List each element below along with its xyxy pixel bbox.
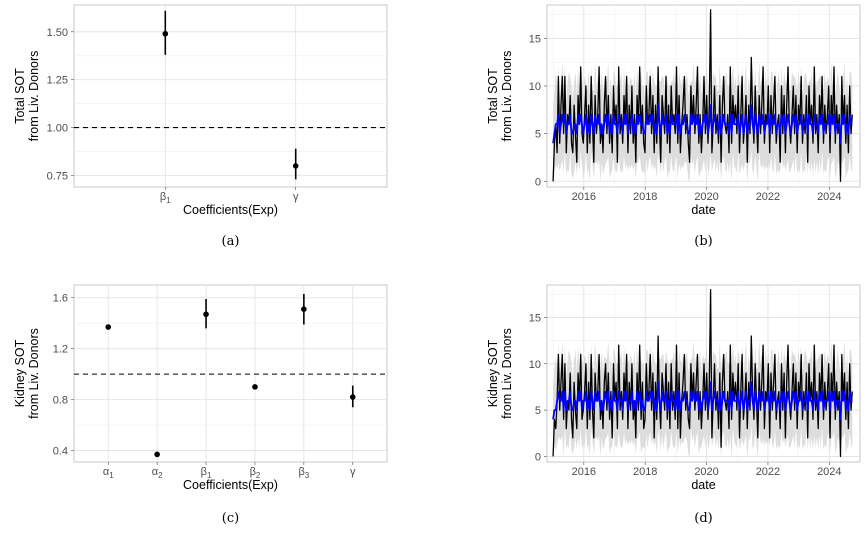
x-tick-label: γ bbox=[350, 466, 356, 478]
x-tick-label-subscript: 2 bbox=[158, 471, 163, 480]
point-estimate bbox=[162, 30, 169, 37]
y-tick-label: 15 bbox=[529, 312, 541, 324]
plot-panel bbox=[73, 4, 388, 188]
y-axis-title-line: Total SOT bbox=[486, 68, 500, 124]
panel-caption: (a) bbox=[222, 234, 240, 249]
y-tick-label: 10 bbox=[529, 81, 541, 93]
x-tick-label-base: β bbox=[250, 466, 256, 478]
x-tick-label: 2016 bbox=[572, 191, 596, 203]
x-tick-label-base: β bbox=[298, 466, 304, 478]
coefficient-chart-c: Coefficients(Exp) Kidney SOTfrom Liv. Don… bbox=[13, 284, 388, 526]
coefficient-chart-a: Coefficients(Exp) Total SOTfrom Liv. Dono… bbox=[13, 4, 388, 249]
x-tick-label-base: β bbox=[160, 191, 166, 203]
x-tick-label: 2024 bbox=[817, 466, 841, 478]
x-tick-label: β2 bbox=[250, 466, 261, 480]
panel-caption: (d) bbox=[694, 511, 712, 526]
x-tick-label: 2022 bbox=[756, 466, 780, 478]
x-tick-label: α2 bbox=[152, 466, 163, 480]
x-tick-label-base: γ bbox=[293, 191, 299, 203]
y-tick-label: 1.00 bbox=[47, 123, 68, 135]
point-estimate bbox=[292, 163, 299, 169]
x-tick-label: 2020 bbox=[694, 191, 718, 203]
y-tick-label: 0 bbox=[535, 451, 541, 463]
y-axis-title: Kidney SOTfrom Liv. Donors bbox=[486, 328, 514, 419]
x-tick-label: β1 bbox=[160, 191, 171, 205]
point-estimate bbox=[301, 306, 307, 312]
x-tick-label-base: α bbox=[103, 466, 110, 478]
fitted-series-line bbox=[552, 104, 853, 145]
x-axis-title: date bbox=[691, 478, 715, 492]
x-tick-label: 2020 bbox=[694, 466, 718, 478]
x-tick-label-base: γ bbox=[350, 466, 356, 478]
x-tick-label: 2018 bbox=[633, 191, 657, 203]
y-axis-title-line: Total SOT bbox=[13, 68, 27, 124]
y-axis-title-line: from Liv. Donors bbox=[500, 328, 514, 419]
timeseries-chart-d: date Kidney SOTfrom Liv. Donors (d) 0 5 10 15 2… bbox=[486, 284, 861, 526]
y-tick-label: 0 bbox=[535, 176, 541, 188]
x-tick-label-base: α bbox=[152, 466, 159, 478]
x-tick-label: β1 bbox=[201, 466, 212, 480]
y-axis-title-line: from Liv. Donors bbox=[500, 51, 514, 142]
x-tick-label: γ bbox=[293, 191, 299, 203]
y-tick-label: 1.25 bbox=[47, 75, 68, 87]
x-tick-label-subscript: 1 bbox=[166, 196, 171, 205]
y-tick-label: 0.75 bbox=[47, 171, 68, 183]
fitted-series-line bbox=[552, 381, 853, 421]
x-axis-title: Coefficients(Exp) bbox=[183, 478, 278, 492]
x-tick-label: 2022 bbox=[756, 191, 780, 203]
panel-caption: (c) bbox=[222, 511, 239, 526]
point-estimate bbox=[252, 384, 258, 390]
timeseries-chart-b: date Total SOTfrom Liv. Donors (b) 0 5 10 15 20… bbox=[486, 4, 861, 249]
y-tick-label: 5 bbox=[535, 129, 541, 141]
point-estimate bbox=[105, 324, 112, 330]
x-tick-label-subscript: 2 bbox=[256, 471, 261, 480]
x-tick-label: 2016 bbox=[572, 466, 596, 478]
y-tick-label: 5 bbox=[535, 405, 541, 417]
x-tick-label-base: β bbox=[201, 466, 207, 478]
y-tick-label: 10 bbox=[529, 359, 541, 371]
point-estimate bbox=[203, 311, 209, 318]
y-tick-label: 15 bbox=[529, 33, 541, 45]
plot-panel bbox=[73, 284, 388, 463]
x-tick-label: 2024 bbox=[817, 191, 841, 203]
panel-caption: (b) bbox=[694, 234, 712, 249]
y-tick-label: 1.6 bbox=[53, 293, 68, 305]
x-axis-title: date bbox=[691, 203, 715, 217]
x-tick-label-subscript: 1 bbox=[109, 471, 114, 480]
y-tick-label: 0.4 bbox=[53, 446, 68, 458]
y-axis-title: Total SOTfrom Liv. Donors bbox=[13, 51, 41, 142]
point-estimate bbox=[349, 394, 356, 400]
y-axis-title-line: Kidney SOT bbox=[486, 339, 500, 407]
y-axis-title-line: Kidney SOT bbox=[13, 339, 27, 407]
x-tick-label: α1 bbox=[103, 466, 114, 480]
y-tick-label: 1.50 bbox=[47, 27, 68, 39]
point-estimate bbox=[154, 451, 160, 458]
x-tick-label: β3 bbox=[298, 466, 309, 480]
y-tick-label: 1.2 bbox=[53, 344, 68, 356]
y-tick-label: 0.8 bbox=[53, 395, 68, 407]
y-axis-title: Kidney SOTfrom Liv. Donors bbox=[13, 328, 41, 419]
x-tick-label-subscript: 3 bbox=[305, 471, 310, 480]
y-axis-title: Total SOTfrom Liv. Donors bbox=[486, 51, 514, 142]
x-axis-title: Coefficients(Exp) bbox=[183, 203, 278, 217]
x-tick-label: 2018 bbox=[633, 466, 657, 478]
y-axis-title-line: from Liv. Donors bbox=[27, 328, 41, 419]
y-axis-title-line: from Liv. Donors bbox=[27, 51, 41, 142]
x-tick-label-subscript: 1 bbox=[207, 471, 212, 480]
